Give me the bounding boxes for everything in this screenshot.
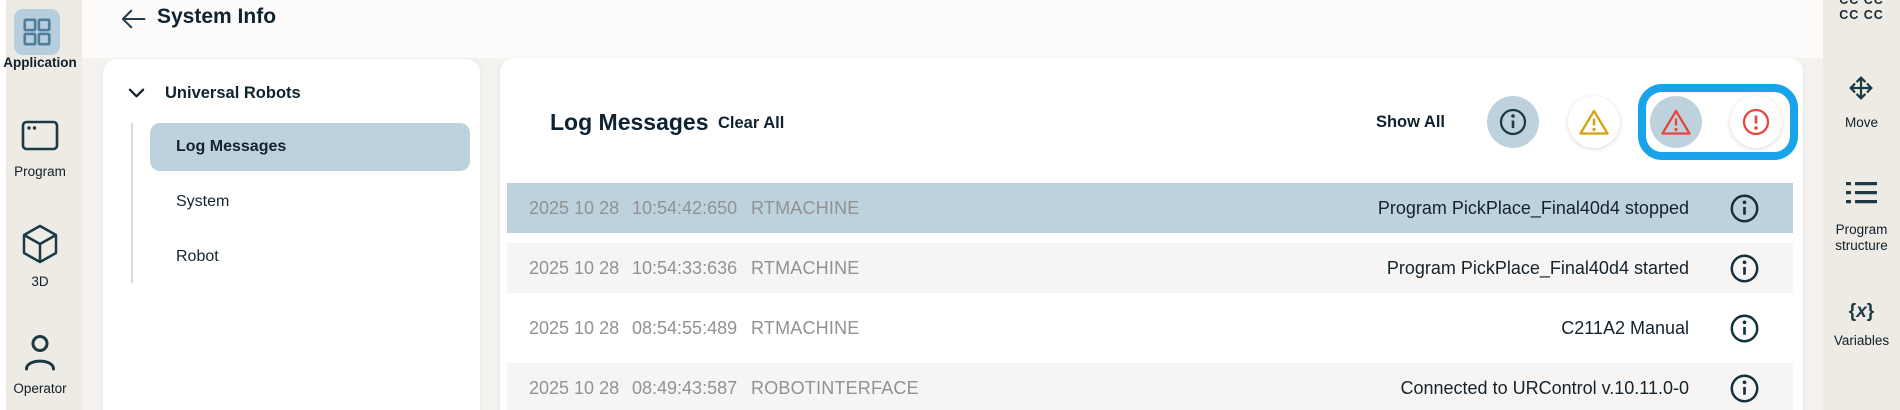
rail-label-program: Program	[14, 164, 66, 179]
rail-label-operator: Operator	[13, 381, 67, 396]
program-window-icon	[21, 120, 59, 151]
rail-item-application[interactable]	[14, 9, 60, 55]
page-title: System Info	[157, 5, 277, 28]
info-icon	[1730, 194, 1759, 222]
rail-label-3d: 3D	[31, 274, 49, 289]
operator-person-icon	[23, 333, 57, 371]
rail-item-move[interactable]	[1845, 72, 1877, 104]
tree-item-log-messages[interactable]: Log Messages	[150, 123, 470, 171]
rail-label-application: Application	[3, 55, 77, 70]
tree-indent-line	[131, 123, 133, 283]
filter-error-warning-button[interactable]	[1650, 96, 1702, 148]
rail-label-variables: Variables	[1833, 333, 1890, 348]
left-edge-strip	[0, 0, 6, 410]
log-source: RTMACHINE	[751, 257, 860, 278]
log-source: RTMACHINE	[751, 317, 860, 338]
log-message: Connected to URControl v.10.11.0-0	[1400, 377, 1690, 398]
error-circle-icon	[1741, 107, 1771, 137]
log-time: 08:54:55:489	[632, 317, 738, 338]
row-info-button[interactable]	[1729, 193, 1760, 224]
right-tool-rail	[1823, 0, 1900, 410]
clear-all-button[interactable]: Clear All	[718, 114, 785, 132]
top-header-strip	[82, 0, 1823, 58]
filter-error-button[interactable]	[1730, 96, 1782, 148]
tree-item-label: System	[176, 193, 230, 210]
filter-warning-button[interactable]	[1568, 96, 1620, 148]
back-arrow-icon	[119, 8, 147, 30]
rail-label-program-structure: Program structure	[1835, 222, 1888, 253]
tree-item-system[interactable]: System	[150, 178, 470, 226]
back-button[interactable]	[116, 5, 150, 33]
row-info-button[interactable]	[1729, 253, 1760, 284]
warning-triangle-icon	[1578, 107, 1610, 137]
log-time: 10:54:33:636	[632, 257, 738, 278]
info-icon	[1498, 107, 1528, 137]
tree-item-label: Robot	[176, 248, 219, 265]
rail-item-program-structure[interactable]	[1845, 180, 1878, 206]
log-source: RTMACHINE	[751, 197, 860, 218]
filter-info-button[interactable]	[1487, 96, 1539, 148]
log-time: 10:54:42:650	[632, 197, 738, 218]
status-line-1: CC CC	[1839, 0, 1884, 7]
log-row[interactable]: 2025 10 28 08:54:55:489 RTMACHINE C211A2…	[507, 303, 1793, 353]
error-triangle-icon	[1660, 107, 1692, 137]
app-grid-icon	[21, 16, 53, 48]
info-icon	[1730, 314, 1759, 342]
log-row[interactable]: 2025 10 28 10:54:42:650 RTMACHINE Progra…	[507, 183, 1793, 233]
log-time: 08:49:43:587	[632, 377, 738, 398]
rail-item-variables[interactable]: {x}	[1820, 301, 1900, 323]
rail-item-3d[interactable]	[21, 224, 59, 264]
log-message: Program PickPlace_Final40d4 started	[1386, 257, 1689, 278]
rail-label-move: Move	[1844, 115, 1878, 130]
show-all-button[interactable]: Show All	[1375, 113, 1445, 131]
left-nav-rail	[6, 0, 82, 410]
status-line-2: CC CC	[1839, 8, 1884, 22]
move-arrows-icon	[1845, 72, 1877, 104]
info-icon	[1730, 374, 1759, 402]
log-date: 2025 10 28	[529, 377, 620, 398]
tree-root-label: Universal Robots	[165, 83, 301, 102]
program-structure-list-icon	[1845, 180, 1878, 206]
info-icon	[1730, 254, 1759, 282]
system-info-tree-card	[103, 59, 480, 410]
row-info-button[interactable]	[1729, 373, 1760, 404]
tree-root-universal-robots[interactable]: Universal Robots	[123, 78, 463, 108]
log-message: Program PickPlace_Final40d4 stopped	[1377, 197, 1689, 218]
log-messages-title: Log Messages	[550, 109, 709, 135]
tree-item-label: Log Messages	[176, 138, 287, 155]
cube-3d-icon	[21, 224, 59, 264]
log-source: ROBOTINTERFACE	[751, 377, 919, 398]
rail-item-operator[interactable]	[23, 333, 57, 371]
tree-item-robot[interactable]: Robot	[150, 233, 470, 281]
rail-item-program[interactable]	[21, 120, 59, 151]
chevron-down-icon	[128, 88, 145, 98]
log-row[interactable]: 2025 10 28 08:49:43:587 ROBOTINTERFACE C…	[507, 363, 1793, 410]
log-date: 2025 10 28	[529, 257, 620, 278]
log-row[interactable]: 2025 10 28 10:54:33:636 RTMACHINE Progra…	[507, 243, 1793, 293]
row-info-button[interactable]	[1729, 313, 1760, 344]
log-date: 2025 10 28	[529, 197, 620, 218]
variables-icon: {x}	[1848, 301, 1875, 322]
log-message: C211A2 Manual	[1561, 317, 1689, 338]
log-date: 2025 10 28	[529, 317, 620, 338]
status-indicator-text: CC CC CC CC	[1823, 0, 1900, 23]
